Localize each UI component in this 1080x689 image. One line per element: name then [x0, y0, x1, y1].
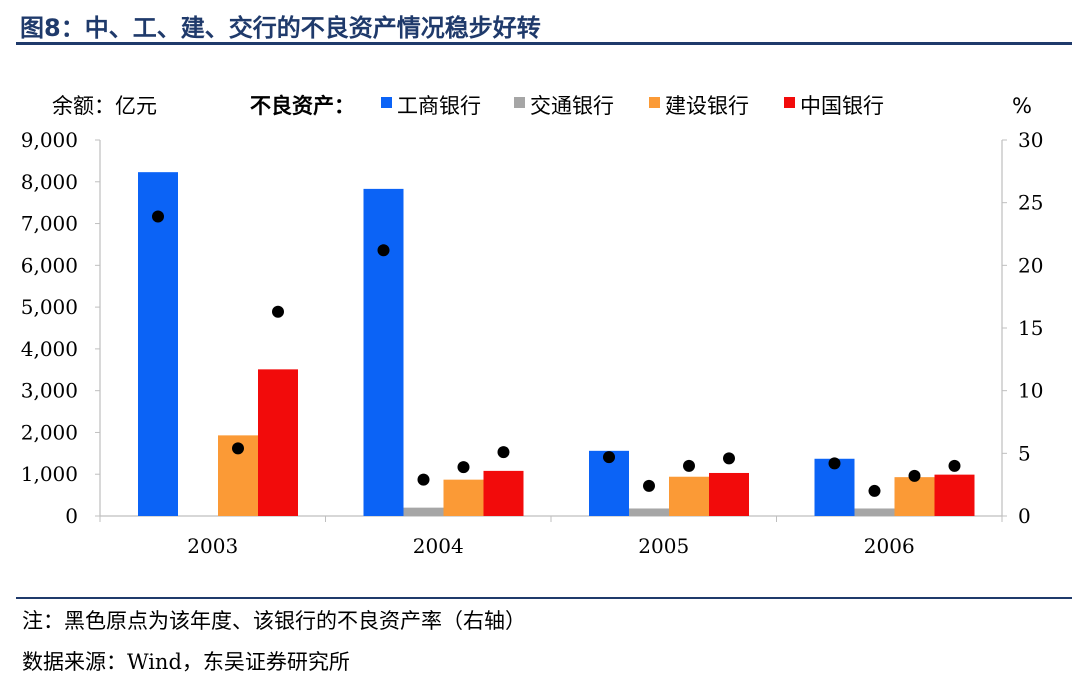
rate-point: [643, 479, 655, 492]
x-tick-label: 2004: [413, 534, 464, 558]
y-tick-label: 0: [65, 504, 78, 528]
title-rule: [16, 42, 1072, 45]
bar: [629, 508, 669, 516]
legend-swatch: [514, 97, 525, 108]
rate-point: [377, 244, 390, 257]
legend-label: 中国银行: [800, 94, 884, 118]
rate-point: [948, 459, 961, 472]
y-tick-label: 4,000: [21, 337, 78, 361]
bar: [854, 508, 895, 516]
chart-note: 注：黑色原点为该年度、该银行的不良资产率（右轴）: [22, 609, 526, 633]
bar: [443, 479, 484, 516]
y2-tick-label: 30: [1018, 128, 1043, 152]
bar: [363, 188, 404, 516]
x-tick-label: 2005: [638, 534, 689, 558]
rate-point: [723, 452, 735, 465]
rate-point: [457, 461, 470, 474]
rate-point: [828, 457, 841, 470]
bar: [894, 477, 935, 516]
rate-point: [417, 473, 430, 486]
footer-rule: [16, 597, 1072, 599]
legend-title: 不良资产：: [250, 94, 355, 118]
y-tick-label: 9,000: [21, 128, 78, 152]
bar: [483, 470, 524, 516]
y2-tick-label: 10: [1018, 379, 1043, 403]
rate-point: [603, 451, 615, 464]
y2-tick-label: 25: [1018, 191, 1043, 215]
y-axis-unit: 余额：亿元: [52, 94, 157, 118]
y2-axis-unit: %: [1012, 94, 1032, 118]
y-tick-label: 6,000: [21, 253, 78, 277]
rate-point: [683, 459, 695, 472]
y2-tick-label: 5: [1018, 441, 1031, 465]
rate-point: [152, 210, 164, 223]
data-source: 数据来源：Wind，东吴证券研究所: [22, 650, 350, 674]
bar: [138, 172, 178, 516]
rate-point: [232, 442, 244, 455]
figure-title: 图8：中、工、建、交行的不良资产情况稳步好转: [20, 14, 541, 42]
bar: [403, 507, 444, 516]
legend-label: 工商银行: [397, 94, 481, 118]
y-tick-label: 3,000: [21, 379, 78, 403]
rate-point: [868, 484, 881, 497]
x-tick-label: 2003: [187, 534, 238, 558]
y-tick-label: 2,000: [21, 420, 78, 444]
y-tick-label: 8,000: [21, 170, 78, 194]
y2-tick-label: 15: [1018, 316, 1043, 340]
y2-tick-label: 0: [1018, 504, 1031, 528]
y-tick-label: 5,000: [21, 295, 78, 319]
bar: [669, 476, 709, 516]
rate-point: [908, 469, 921, 482]
y-tick-label: 7,000: [21, 212, 78, 236]
legend-swatch: [784, 97, 795, 108]
legend-label: 交通银行: [530, 94, 614, 118]
bar: [709, 472, 749, 516]
legend-swatch: [649, 97, 660, 108]
x-tick-label: 2006: [864, 534, 915, 558]
bar-chart: 0 1,000 2,000 3,000 4,000 5,000 6,000 7,000 8,00…: [21, 94, 1044, 558]
rate-point: [497, 446, 510, 459]
bar: [934, 474, 975, 516]
legend-swatch: [381, 97, 392, 108]
rate-point: [272, 305, 284, 318]
y-tick-label: 1,000: [21, 462, 78, 486]
y2-tick-label: 20: [1018, 253, 1043, 277]
bar: [258, 369, 298, 516]
legend-label: 建设银行: [665, 94, 749, 118]
